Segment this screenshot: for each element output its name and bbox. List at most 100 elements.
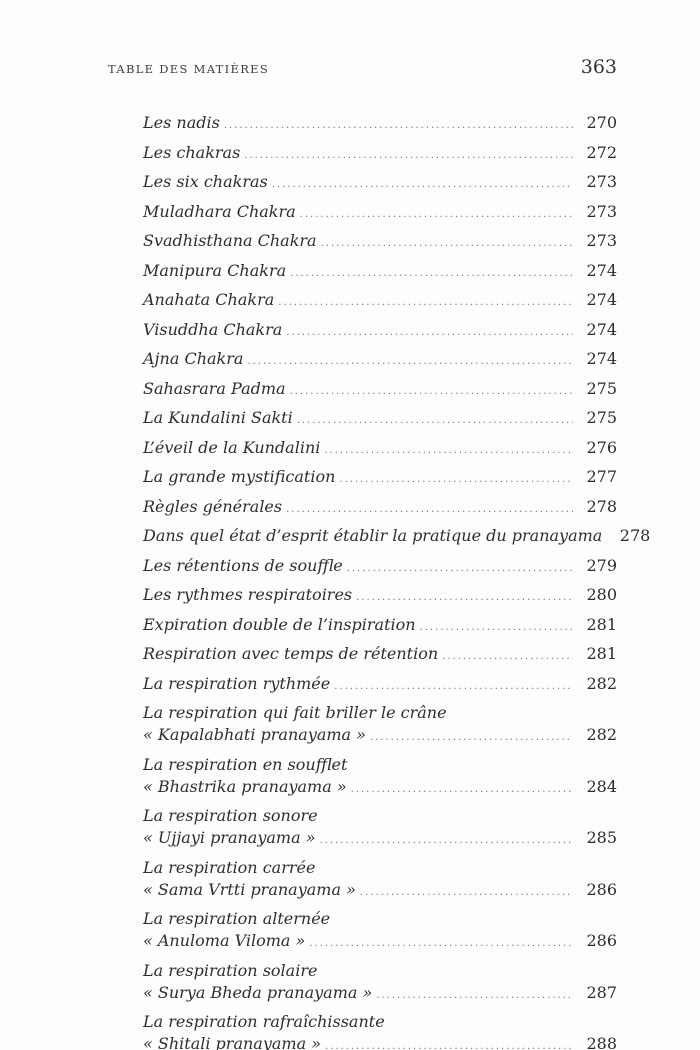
toc-entry-line: Les nadis 270 [143,112,617,137]
toc-entry-title: La respiration rafraîchissante [143,1012,385,1031]
dot-leader [324,440,573,462]
toc-entry: Respiration avec temps de rétention 281 [143,643,617,668]
toc-entry: La respiration qui fait briller le crâne… [143,702,617,749]
toc-entry: Les nadis 270 [143,112,617,137]
toc-entry-title: « Sama Vrtti pranayama » [143,879,356,899]
toc-entry-title: « Bhastrika pranayama » [143,776,347,796]
toc-entry-title: Muladhara Chakra [143,201,296,221]
dot-leader [224,115,573,137]
toc-entry: Les chakras 272 [143,142,617,167]
toc-entry-line: « Shitali pranayama » 288 [143,1033,617,1050]
toc-entry-line: La respiration solaire [143,960,617,982]
toc-entry-line: « Anuloma Viloma » 286 [143,930,617,955]
dot-leader [442,646,573,668]
toc-entry-line: « Kapalabhati pranayama » 282 [143,724,617,749]
toc-entry-page: 275 [586,378,617,398]
toc-entry-page: 273 [586,172,617,191]
toc-entry-line: Les chakras 272 [143,142,617,167]
toc-entry-line: Muladhara Chakra 273 [143,201,617,226]
toc-entry-line: L’éveil de la Kundalini 276 [143,437,617,462]
dot-leader [360,882,573,904]
dot-leader [286,499,573,521]
toc-entry-line: Les rétentions de souffle 279 [143,555,617,580]
toc-entry-title: « Ujjayi pranayama » [143,828,316,847]
toc-entry-line: Les six chakras 273 [143,171,617,196]
toc-entry-line: La respiration rythmée 282 [143,673,617,698]
toc-entry-page: 273 [586,231,617,250]
dot-leader [376,985,573,1007]
toc-entry-page: 277 [586,467,617,486]
toc-entry-page: 270 [586,113,617,132]
dot-leader [290,381,573,403]
toc-entry-title: Les six chakras [143,172,268,191]
toc-entry-page: 278 [586,496,617,516]
toc-entry-page: 274 [586,349,617,368]
toc-entry-page: 282 [586,673,617,693]
toc-entry-line: La grande mystification 277 [143,466,617,491]
toc-entry: Expiration double de l’inspiration 281 [143,614,617,639]
toc-entry-title: La respiration sonore [143,806,318,825]
toc-entry-title: La respiration solaire [143,960,318,980]
toc-entry-title: Manipura Chakra [143,260,287,280]
toc-entry: Anahata Chakra 274 [143,289,617,314]
toc-entry-line: « Ujjayi pranayama » 285 [143,827,617,852]
toc-entry-line: Les rythmes respiratoires 280 [143,584,617,609]
toc-entry-line: La respiration qui fait briller le crâne [143,702,617,724]
dot-leader [290,263,573,285]
toc-entry-line: Règles générales 278 [143,496,617,521]
toc-entry-line: « Bhastrika pranayama » 284 [143,776,617,801]
toc-entry-line: La respiration carrée [143,857,617,879]
toc-entry-page: 272 [586,142,617,162]
dot-leader [309,933,573,955]
dot-leader [370,727,573,749]
running-header-title: TABLE DES MATIÈRES [108,62,270,76]
toc-entry-title: La respiration alternée [143,909,331,928]
toc-entry-title: Les rythmes respiratoires [143,585,353,604]
toc-entry-title: La grande mystification [143,467,336,486]
toc-entry-page: 276 [586,437,617,457]
toc-entry-title: La Kundalini Sakti [143,408,293,427]
toc-entry-title: La respiration carrée [143,857,316,877]
toc-entry-page: 281 [586,614,617,634]
toc-entry-title: « Shitali pranayama » [143,1034,321,1050]
toc-entry: Manipura Chakra 274 [143,260,617,285]
dot-leader [286,322,573,344]
toc-entry-title: Visuddha Chakra [143,319,283,339]
toc-entry-title: La respiration en soufflet [143,754,348,774]
dot-leader [339,469,573,491]
toc-entry: Règles générales 278 [143,496,617,521]
toc-entry: L’éveil de la Kundalini 276 [143,437,617,462]
dot-leader [247,351,573,373]
toc-entry-line: La respiration sonore [143,805,617,827]
toc-entry-page: 273 [586,201,617,221]
toc-entry-title: Sahasrara Padma [143,378,286,398]
toc-entry-title: Anahata Chakra [143,290,275,309]
dot-leader [325,1036,573,1050]
toc-entry-page: 286 [586,879,617,899]
running-header: TABLE DES MATIÈRES 363 [108,56,617,78]
toc-list: Les nadis 270 Les chakras 272 Les six chakra… [143,112,650,1050]
toc-entry: La respiration en soufflet « Bhastrika pr… [143,754,617,801]
dot-leader [356,587,573,609]
toc-entry-line: Svadhisthana Chakra 273 [143,230,617,255]
toc-entry-page: 286 [586,931,617,950]
toc-entry-title: La respiration qui fait briller le crâne [143,703,447,722]
toc-entry-line: La Kundalini Sakti 275 [143,407,617,432]
toc-entry-title: Respiration avec temps de rétention [143,644,439,663]
dot-leader [420,617,573,639]
toc-entry-line: Manipura Chakra 274 [143,260,617,285]
toc-entry: Dans quel état d’esprit établir la prati… [143,525,650,550]
toc-entry-page: 274 [586,260,617,280]
dot-leader [244,145,573,167]
dot-leader [300,204,573,226]
toc-entry: La Kundalini Sakti 275 [143,407,617,432]
toc-entry-page: 281 [586,644,617,663]
toc-entry-title: Les chakras [143,142,241,162]
dot-leader [320,830,574,852]
toc-entry-line: « Sama Vrtti pranayama » 286 [143,879,617,904]
dot-leader [334,676,573,698]
dot-leader [272,174,573,196]
toc-entry-line: La respiration alternée [143,908,617,930]
dot-leader [351,779,573,801]
